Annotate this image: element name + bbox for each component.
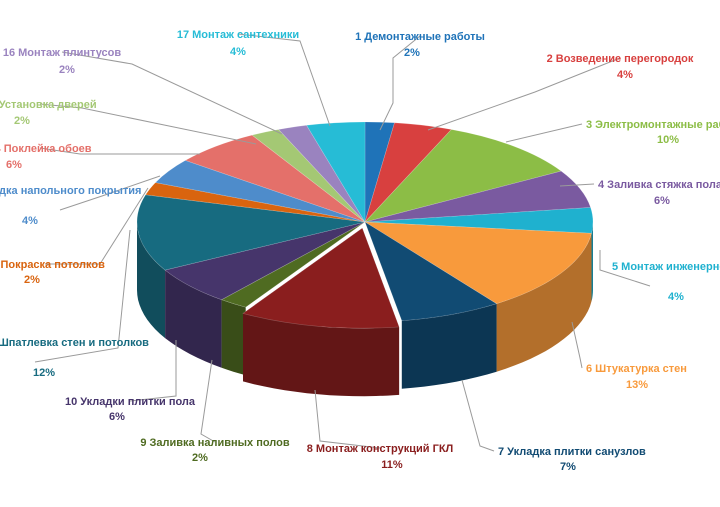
leader-line-2: [427, 57, 621, 131]
leader-line-11: [34, 229, 131, 363]
slice-15: [251, 129, 366, 223]
slice-side-7: [401, 303, 497, 389]
slice-name-label-1: 1 Демонтажные работы: [355, 31, 485, 43]
slice-percent-label-9: 2%: [192, 452, 208, 464]
slice-9: [220, 221, 366, 308]
slice-percent-label-12: 2%: [24, 274, 40, 286]
slice-name-label-12: 12 Покраска потолков: [0, 259, 105, 271]
slice-name-label-16: 16 Монтаж плинтусов: [3, 47, 122, 59]
leader-line-14: [39, 147, 200, 155]
slice-name-label-2: 2 Возведение перегородок: [547, 53, 694, 65]
slice-6: [363, 221, 592, 305]
slice-side-5: [591, 222, 593, 302]
slice-17: [306, 121, 366, 224]
slice-percent-label-4: 6%: [654, 195, 670, 207]
leader-line-1: [379, 35, 421, 131]
slice-4: [364, 170, 592, 223]
slice-name-label-13: 13 Укладка напольного покрытия: [0, 185, 141, 197]
slice-side-10: [165, 270, 222, 368]
leader-line-9: [200, 359, 216, 443]
slice-percent-label-17: 4%: [230, 46, 246, 58]
leader-line-5: [599, 250, 651, 287]
slice-name-label-14: 14 Поклейка обоев: [0, 143, 92, 155]
slice-13: [154, 160, 366, 223]
slice-name-label-17: 17 Монтаж сантехники: [177, 29, 299, 41]
slice-name-label-7: 7 Укладка плитки санузлов: [498, 446, 646, 458]
slice-percent-label-2: 4%: [617, 69, 633, 81]
leader-line-13: [59, 175, 161, 211]
slice-1: [364, 121, 395, 223]
slice-12: [145, 182, 366, 223]
slice-labels: 1 Демонтажные работы 2% 2 Возведение перег…: [0, 29, 720, 473]
leader-line-4: [559, 183, 595, 187]
slice-side-6: [496, 233, 592, 372]
slice-percent-label-5: 4%: [668, 291, 684, 303]
leader-line-16: [61, 51, 283, 135]
slice-name-label-8: 8 Монтаж конструкций ГКЛ: [307, 443, 454, 455]
slice-percent-label-13: 4%: [22, 215, 38, 227]
slice-percent-label-7: 7%: [560, 461, 576, 473]
slice-percent-label-16: 2%: [59, 64, 75, 76]
slice-3: [364, 129, 562, 223]
leader-line-6: [571, 321, 583, 369]
slice-percent-label-11: 12%: [33, 367, 55, 379]
leader-line-3: [505, 123, 583, 143]
leader-line-17: [237, 33, 331, 127]
slice-2: [364, 122, 452, 223]
slice-5: [364, 207, 594, 234]
slice-11: [136, 194, 366, 271]
leader-line-7: [461, 379, 495, 452]
slice-percent-label-15: 2%: [14, 115, 30, 127]
slice-8: [242, 227, 400, 329]
slice-percent-label-6: 13%: [626, 379, 648, 391]
slice-name-label-11: 11 Шпатлевка стен и потолков: [0, 337, 149, 349]
slice-percent-label-3: 10%: [657, 134, 679, 146]
slice-percent-label-1: 2%: [404, 47, 420, 59]
leader-line-12: [45, 187, 149, 265]
slice-percent-label-10: 6%: [109, 411, 125, 423]
leader-line-10: [129, 340, 177, 402]
slice-name-label-4: 4 Заливка стяжка пола: [598, 179, 720, 191]
slice-name-label-15: 15 Установка дверей: [0, 99, 97, 111]
slice-percent-label-14: 6%: [6, 159, 22, 171]
slice-name-label-3: 3 Электромонтажные работы: [586, 119, 720, 131]
slice-name-label-10: 10 Укладки плитки пола: [65, 396, 196, 408]
leader-lines: [34, 33, 651, 452]
slice-name-label-9: 9 Заливка наливных полов: [140, 437, 290, 449]
pie-tops: [136, 121, 594, 329]
leader-line-8: [314, 389, 381, 449]
slice-7: [364, 221, 498, 322]
slice-side-9: [221, 299, 246, 376]
slice-side-11: [137, 222, 166, 339]
slice-percent-label-8: 11%: [381, 459, 403, 471]
slice-name-label-6: 6 Штукатурка стен: [586, 363, 687, 375]
slice-14: [184, 134, 366, 223]
slice-10: [164, 221, 366, 301]
leader-line-15: [39, 103, 257, 145]
slice-16: [278, 124, 366, 223]
slice-side-8: [243, 313, 400, 397]
slice-name-label-5: 5 Монтаж инженерной сантехники: [612, 261, 720, 273]
